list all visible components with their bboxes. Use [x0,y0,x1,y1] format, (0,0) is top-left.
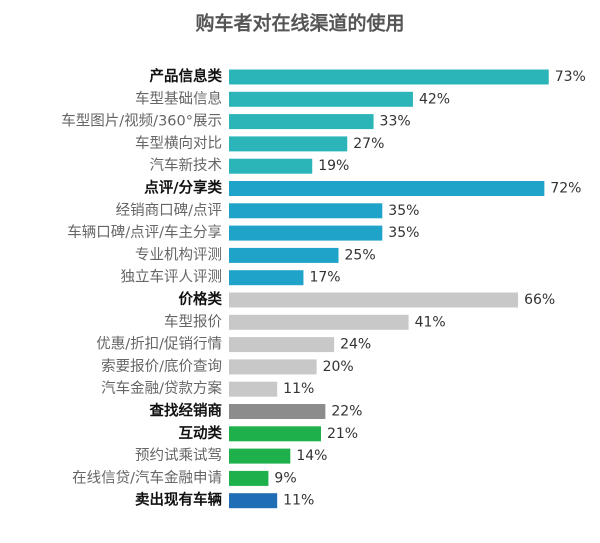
category-label: 车辆口碑/点评/车主分享 [67,224,222,241]
value-label: 21% [327,426,358,442]
bar [229,69,549,85]
category-label: 互动类 [179,424,223,442]
value-label: 14% [296,448,327,464]
bar [229,114,374,130]
category-label: 独立车评人评测 [121,269,223,286]
value-label: 35% [388,203,419,219]
category-label: 汽车新技术 [150,157,223,174]
bar [229,314,409,330]
bar [229,493,278,509]
category-label: 卖出现有车辆 [135,491,222,509]
bar [229,448,291,464]
bar [229,470,269,486]
value-label: 17% [309,270,340,286]
category-label: 预约试乘试驾 [135,447,222,464]
category-label: 车型基础信息 [135,90,222,107]
value-label: 73% [555,69,586,85]
value-label: 35% [388,225,419,241]
category-label: 优惠/折扣/促销行情 [96,336,222,353]
bar [229,158,313,174]
bar [229,426,321,442]
value-label: 11% [283,493,314,509]
bar [229,247,339,263]
bar [229,136,348,152]
category-label: 经销商口碑/点评 [116,202,222,219]
value-label: 25% [345,247,376,263]
value-label: 9% [274,470,296,486]
category-label: 专业机构评测 [135,246,222,263]
category-label: 价格类 [179,290,223,308]
value-label: 19% [318,158,349,174]
value-label: 24% [340,337,371,353]
category-label: 汽车金融/贷款方案 [101,379,222,397]
value-label: 20% [323,359,354,375]
value-label: 42% [419,91,450,107]
bar [229,404,326,419]
value-label: 66% [524,292,555,308]
category-label: 查找经销商 [150,402,223,420]
value-label: 27% [353,136,384,152]
category-label: 车型图片/视频/360°展示 [61,113,222,130]
category-label: 产品信息类 [150,67,223,85]
bar [229,203,383,219]
bar [229,225,383,241]
bar [229,381,278,397]
category-label: 索要报价/底价查询 [101,358,222,375]
category-label: 车型报价 [164,313,222,330]
value-label: 22% [331,404,362,420]
value-label: 11% [283,381,314,397]
bar [229,359,317,375]
bar [229,181,545,196]
category-label: 车型横向对比 [135,135,222,152]
bar [229,337,335,353]
bar [229,270,304,286]
bar [229,292,519,308]
category-label: 在线信贷/汽车金融申请 [72,469,222,486]
chart-title: 购车者对在线渠道的使用 [195,12,404,35]
value-label: 72% [550,181,581,197]
bar [229,91,413,107]
category-label: 点评/分享类 [144,179,222,197]
value-label: 33% [380,114,411,130]
value-label: 41% [415,314,446,330]
